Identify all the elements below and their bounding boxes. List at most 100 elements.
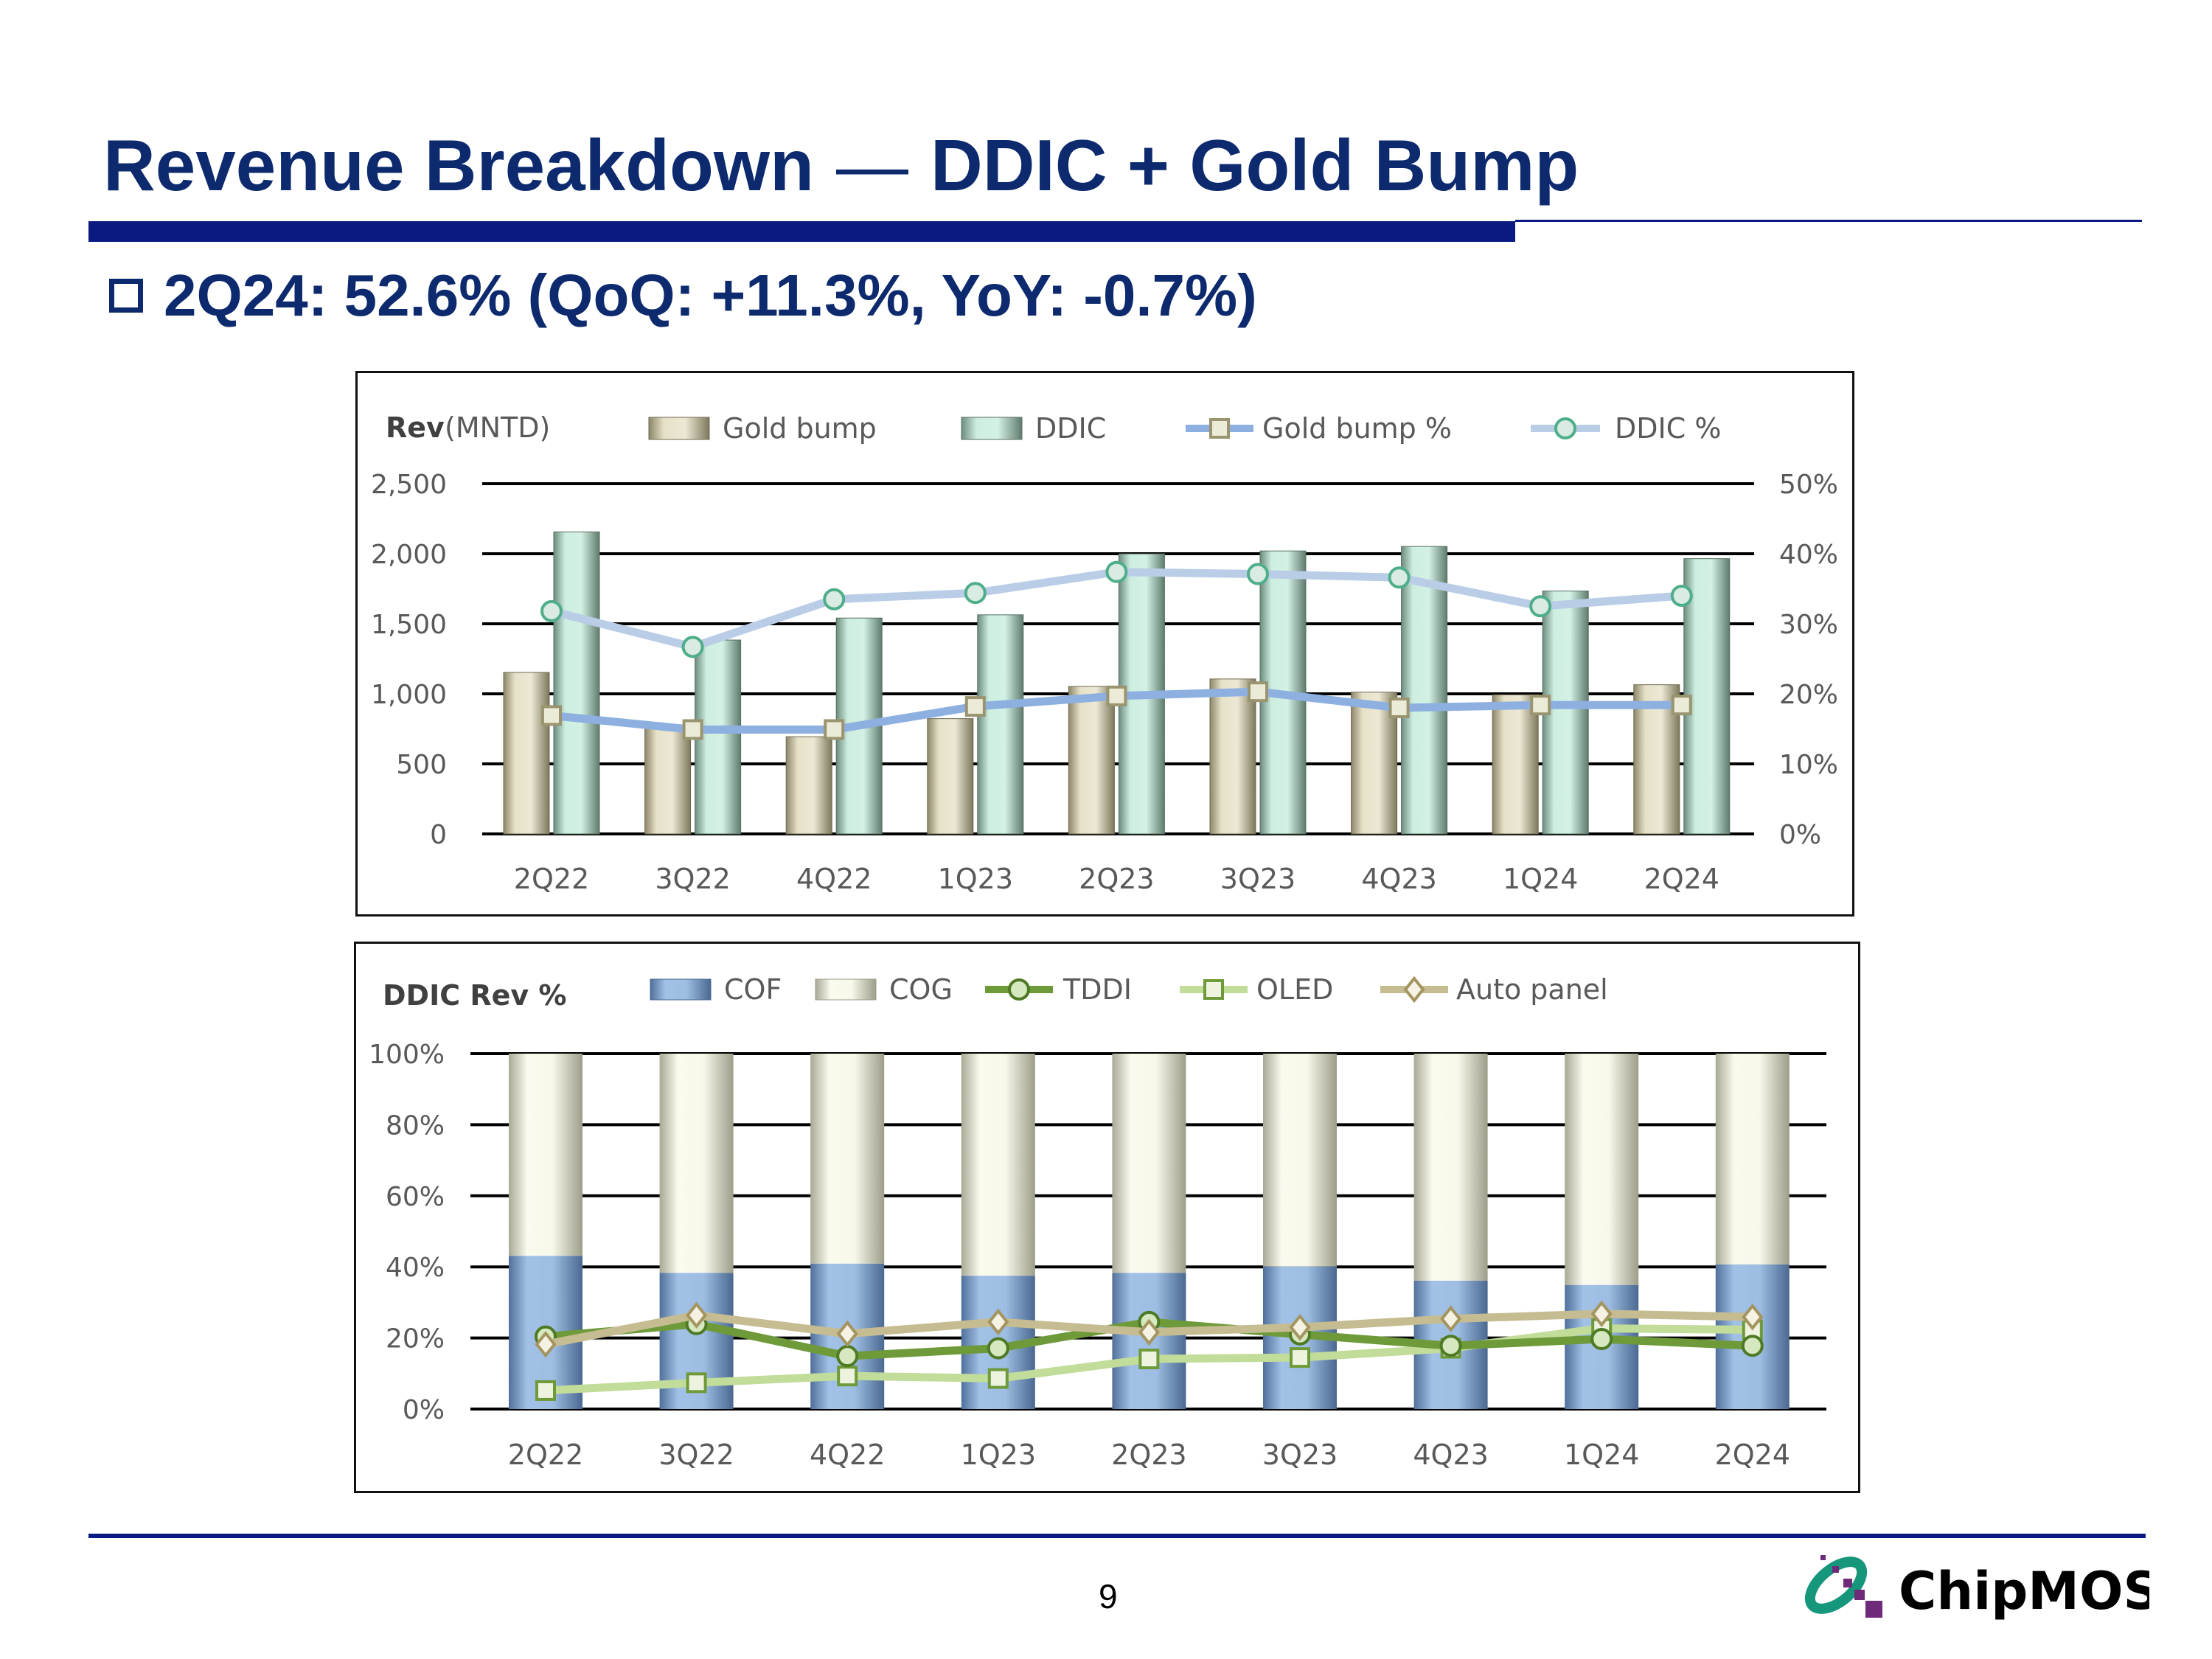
tddi-point	[1439, 1335, 1462, 1357]
gold-bump-pct-point	[541, 705, 562, 726]
revenue-chart: 0 0% 500 10% 1,000 20% 1,500 30% 2,000 40% 2,500 50…	[371, 411, 1838, 895]
ddic-pct-point	[1670, 585, 1693, 607]
logo-text: ChipMOS	[1899, 1561, 2149, 1621]
oled-point	[686, 1372, 707, 1394]
y-tick-label: 1,000	[371, 680, 447, 710]
x-tick-label: 2Q23	[1079, 863, 1154, 895]
gold-bump-pct-point	[1106, 685, 1127, 706]
y-tick-label: 0	[430, 820, 447, 850]
y-tick-label: 0%	[403, 1395, 445, 1425]
oled-point	[1290, 1347, 1310, 1368]
footer-line	[88, 1534, 2146, 1538]
auto-panel-point	[836, 1320, 858, 1348]
y-tick-label: 20%	[386, 1324, 445, 1354]
ddic-mix-chart-frame	[354, 942, 1860, 1493]
x-tick-label: 1Q24	[1503, 863, 1578, 895]
x-tick-label: 3Q23	[1262, 1439, 1338, 1471]
y2-tick-label: 50%	[1779, 470, 1838, 500]
legend-label: Gold bump %	[1262, 412, 1452, 445]
gold-bump-pct-point	[1671, 695, 1692, 716]
bar-cog	[1112, 1054, 1186, 1273]
ddic-pct-point	[1529, 595, 1552, 618]
bar-cog	[1263, 1054, 1337, 1267]
auto-panel-point	[1138, 1318, 1160, 1346]
title-dash: —	[835, 125, 908, 206]
x-tick-label: 2Q22	[514, 863, 589, 895]
y-tick-label: 80%	[386, 1110, 445, 1141]
bar-cog	[1565, 1054, 1639, 1285]
revenue-chart-frame	[355, 371, 1854, 917]
legend-title: DDIC Rev %	[383, 979, 566, 1012]
x-tick-label: 2Q23	[1111, 1439, 1186, 1471]
bar-ddic	[553, 531, 600, 835]
bullet-square-icon	[109, 279, 143, 313]
y2-tick-label: 20%	[1779, 680, 1838, 710]
tddi-point	[836, 1345, 859, 1368]
bar-gold-bump	[644, 727, 692, 835]
title-left: Revenue Breakdown	[103, 125, 814, 206]
legend-marker	[1203, 979, 1224, 1000]
y-tick-label: 2,000	[371, 540, 447, 570]
legend-swatch-cog	[815, 978, 877, 1001]
gold-bump-pct-point	[682, 719, 703, 740]
legend-title-unit: (MNTD)	[445, 411, 550, 444]
gold-bump-pct-point	[1388, 698, 1410, 718]
bar-cog	[659, 1054, 734, 1273]
oled-point	[1138, 1349, 1160, 1370]
ddic-mix-chart: 0% 20% 40% 60% 80% 100% 2Q22 3Q22 4Q22 1Q23 2Q23 3Q…	[369, 973, 1826, 1471]
x-tick-label: 3Q22	[658, 1439, 734, 1471]
legend-label: OLED	[1256, 973, 1333, 1006]
x-tick-label: 1Q23	[938, 863, 1013, 895]
auto-panel-point	[987, 1308, 1009, 1336]
legend-label: COG	[889, 973, 953, 1006]
title-underline-thick	[88, 221, 1515, 242]
y2-tick-label: 30%	[1779, 610, 1838, 640]
y-tick-label: 2,500	[371, 470, 447, 500]
ddic-pct-point	[823, 588, 846, 611]
legend-label: Gold bump	[723, 412, 877, 445]
gold-bump-pct-point	[1530, 695, 1551, 716]
auto-panel-point	[1742, 1303, 1764, 1331]
y-tick-label: 60%	[386, 1182, 445, 1212]
legend-label: DDIC %	[1615, 412, 1721, 445]
title-underline-thin	[1515, 220, 2142, 222]
oled-point	[535, 1380, 556, 1401]
legend-swatch-cof	[650, 978, 712, 1001]
bar-gold-bump	[785, 736, 832, 835]
bar-cog	[810, 1054, 885, 1264]
title-right: DDIC + Gold Bump	[930, 125, 1579, 206]
ddic-pct-point	[1247, 563, 1269, 585]
bar-cog	[961, 1054, 1035, 1276]
x-tick-label: 2Q24	[1715, 1439, 1790, 1471]
x-tick-label: 2Q24	[1644, 863, 1719, 895]
x-tick-label: 1Q24	[1564, 1439, 1639, 1471]
legend-label: Auto panel	[1456, 973, 1608, 1006]
auto-panel-point	[535, 1331, 557, 1358]
y-tick-label: 40%	[386, 1253, 445, 1283]
x-tick-label: 3Q23	[1220, 863, 1295, 895]
bar-cog	[509, 1054, 582, 1256]
bar-gold-bump	[503, 672, 550, 835]
y2-tick-label: 10%	[1779, 750, 1838, 780]
legend-label: DDIC	[1035, 412, 1106, 445]
tddi-point	[987, 1337, 1009, 1360]
subtitle-text: 2Q24: 52.6% (QoQ: +11.3%, YoY: -0.7%)	[164, 262, 1257, 328]
ddic-pct-line	[550, 568, 1683, 651]
y-tick-label: 1,500	[371, 610, 447, 640]
gold-bump-pct-point	[964, 696, 986, 717]
x-tick-label: 4Q23	[1413, 1439, 1488, 1471]
x-tick-label: 1Q23	[961, 1439, 1036, 1471]
legend-swatch-ddic	[961, 417, 1023, 440]
page-title: Revenue Breakdown — DDIC + Gold Bump	[103, 124, 1579, 207]
ddic-pct-point	[964, 582, 987, 605]
x-tick-label: 4Q22	[810, 1439, 885, 1471]
ddic-pct-point	[540, 599, 563, 622]
y-tick-label: 500	[396, 750, 447, 780]
ddic-pct-point	[1388, 566, 1411, 589]
subtitle: 2Q24: 52.6% (QoQ: +11.3%, YoY: -0.7%)	[109, 262, 1257, 330]
bar-ddic	[1401, 546, 1448, 835]
x-tick-label: 4Q23	[1361, 863, 1436, 895]
auto-panel-point	[1289, 1313, 1311, 1341]
bar-cog	[1715, 1054, 1790, 1265]
